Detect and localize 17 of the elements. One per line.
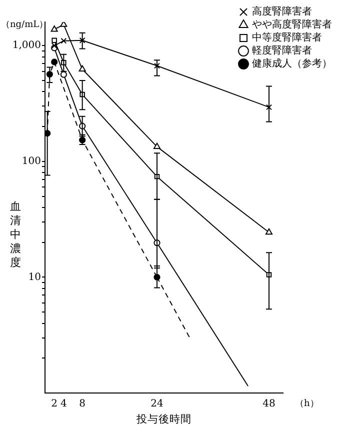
x-axis-title: 投与後時間: [136, 412, 192, 426]
x-tick-label: 48: [262, 398, 276, 410]
x-tick-label: 8: [79, 398, 86, 410]
annotation: （ng/mL）: [1, 19, 48, 31]
text: （h）: [295, 398, 319, 410]
legend-label: 軽度腎障害者: [252, 44, 312, 57]
legend-label: 中等度腎障害者: [252, 32, 322, 44]
x-tick-label: 2: [51, 398, 58, 410]
y-axis-title: 血清中濃度: [10, 200, 22, 270]
legend-label: 健康成人（参考）: [252, 58, 332, 70]
x-tick-label: 24: [150, 398, 164, 410]
y-tick-label: 1,000: [12, 40, 41, 52]
y-tick-label: 100: [22, 156, 41, 168]
legend-label: 高度腎障害者: [252, 6, 312, 18]
y-tick-label: 10: [28, 272, 41, 283]
x-tick-label: 4: [60, 398, 67, 410]
legend-label: やや高度腎障害者: [252, 18, 332, 31]
